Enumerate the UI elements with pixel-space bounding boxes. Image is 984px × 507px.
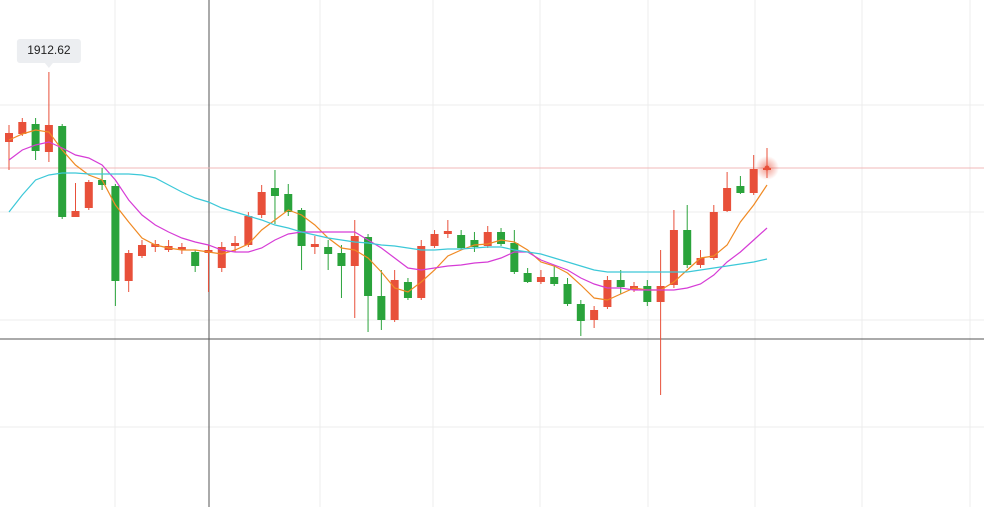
candle-body	[403, 282, 412, 298]
moving-average-line	[8, 172, 768, 273]
candle-body	[550, 277, 559, 284]
candle-body	[417, 246, 426, 298]
candle-body	[137, 245, 146, 256]
candle-body	[656, 286, 665, 302]
candle-body	[310, 244, 319, 247]
plot: 1912.62	[0, 39, 984, 395]
candle-body	[576, 304, 585, 321]
candle-body	[18, 122, 27, 134]
candle-body	[536, 277, 545, 282]
candle-body	[364, 237, 373, 296]
candle-body	[84, 182, 93, 208]
candle-body	[124, 253, 133, 281]
candle-body	[297, 210, 306, 246]
max-label: 1912.62	[27, 43, 71, 57]
candle-body	[616, 280, 625, 287]
candle-body	[337, 253, 346, 266]
candle-body	[217, 247, 226, 268]
moving-average-line	[8, 141, 768, 291]
candle-body	[244, 216, 253, 245]
candle-body	[350, 236, 359, 266]
moving-average-line	[8, 129, 768, 301]
candle-body	[749, 169, 758, 193]
candle-body	[177, 247, 186, 250]
candle-body	[643, 286, 652, 302]
candle-body	[257, 192, 266, 215]
candle-body	[603, 280, 612, 307]
candle-body	[270, 188, 279, 196]
candle-body	[191, 252, 200, 266]
last-point	[764, 165, 770, 171]
candle-body	[736, 186, 745, 193]
candle-body	[377, 296, 386, 320]
candle-body	[44, 125, 53, 152]
candle-body	[669, 230, 678, 285]
max-label-pointer	[44, 63, 53, 68]
candle-body	[470, 240, 479, 247]
candle-body	[523, 273, 532, 282]
candle-body	[31, 124, 40, 151]
candle-body	[111, 186, 120, 281]
candle-body	[284, 194, 293, 212]
candle-body	[430, 234, 439, 246]
candle-body	[58, 126, 67, 217]
candle-body	[71, 211, 80, 217]
candle-body	[231, 243, 240, 246]
candle-body	[723, 188, 732, 211]
candle-body	[563, 284, 572, 304]
candle-body	[590, 310, 599, 320]
candle-body	[457, 235, 466, 248]
candle-body	[683, 230, 692, 265]
candle-body	[98, 180, 107, 185]
max-label-box	[16, 39, 81, 63]
candle-body	[443, 231, 452, 234]
candle-body	[709, 212, 718, 258]
candle-body	[696, 258, 705, 265]
candle-body	[324, 247, 333, 254]
candle-body	[497, 232, 506, 244]
candle-body	[483, 232, 492, 246]
candle-body	[5, 133, 13, 142]
candle-body	[510, 243, 519, 272]
candle-body	[390, 280, 399, 320]
